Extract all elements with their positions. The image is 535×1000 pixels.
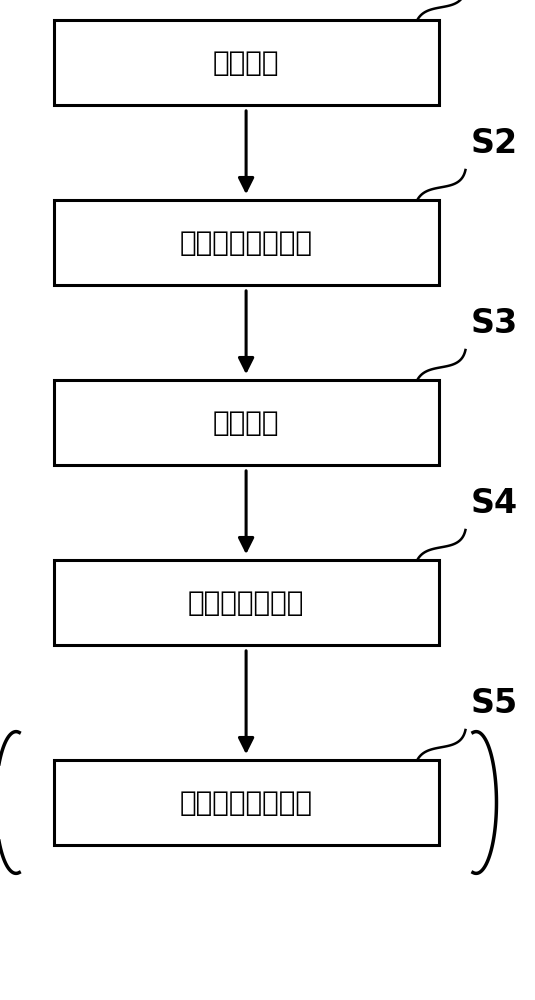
FancyBboxPatch shape [54,20,439,105]
Text: S5: S5 [471,687,518,720]
FancyBboxPatch shape [54,560,439,645]
FancyBboxPatch shape [54,380,439,465]
Text: 固溶热处理工序: 固溶热处理工序 [188,588,304,616]
Text: S3: S3 [471,307,518,340]
FancyBboxPatch shape [54,760,439,845]
Text: 人工时效处理工序: 人工时效处理工序 [180,788,312,816]
Text: 均质化热处理工序: 均质化热处理工序 [180,229,312,256]
Text: 铸造工序: 铸造工序 [213,48,279,77]
Text: 热轧工序: 热轧工序 [213,408,279,436]
Text: S2: S2 [471,127,518,160]
Text: S4: S4 [471,487,518,520]
FancyBboxPatch shape [54,200,439,285]
